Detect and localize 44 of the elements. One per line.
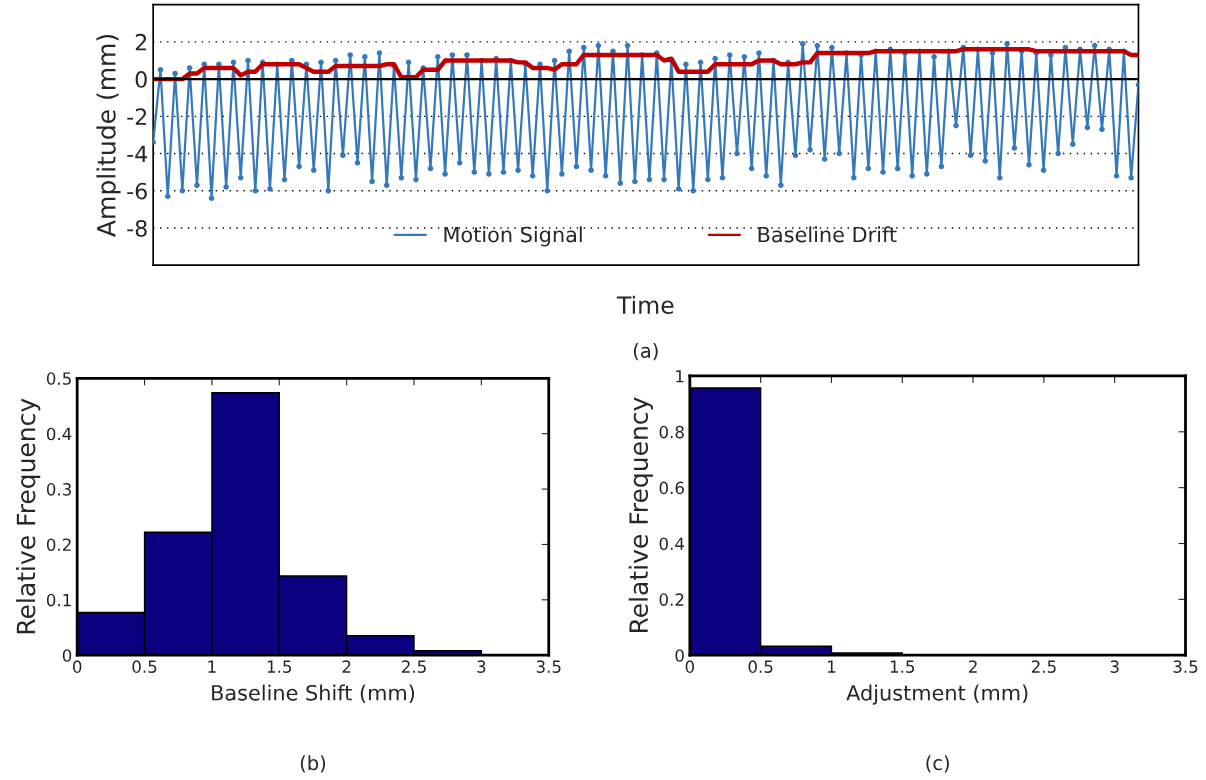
- y-tick-label: -2: [127, 108, 147, 125]
- y-axis-title: Relative Frequency: [628, 397, 653, 633]
- text: (c): [926, 755, 949, 773]
- x-tick-label: 1.5: [890, 660, 915, 673]
- y-tick-label: 0.2: [659, 593, 684, 606]
- y-tick-label: 0.8: [659, 425, 684, 439]
- y-tick-label: 0.1: [46, 593, 71, 607]
- y-tick-label: 0.6: [659, 481, 684, 495]
- x-axis-title: Adjustment (mm): [846, 684, 1028, 705]
- legend-label: Baseline Drift: [758, 226, 897, 243]
- y-tick-label: -8: [127, 219, 147, 237]
- x-tick-label: 3.5: [1173, 660, 1198, 673]
- x-tick-label: 2.5: [401, 660, 426, 673]
- y-tick-label: 1: [676, 370, 684, 383]
- x-tick-label: 3: [1110, 660, 1119, 673]
- y-tick-label: 0: [135, 71, 147, 88]
- x-tick-label: 1.5: [267, 660, 292, 673]
- x-axis-title: Time: [616, 295, 674, 315]
- legend-label: Motion Signal: [444, 226, 582, 247]
- y-tick-label: 0.5: [46, 372, 71, 385]
- x-tick-label: 0.5: [748, 660, 773, 673]
- x-tick-label: 3.5: [536, 660, 561, 673]
- x-tick-label: 2.5: [1031, 660, 1056, 673]
- x-tick-label: 0: [685, 660, 695, 673]
- x-tick-label: 0: [72, 660, 82, 673]
- y-axis-title: Relative Frequency: [16, 398, 41, 634]
- y-tick-label: 2: [135, 33, 147, 51]
- y-tick-label: 0.4: [46, 427, 72, 441]
- x-tick-label: 2: [342, 660, 351, 673]
- y-axis-title: Amplitude (mm): [96, 34, 121, 237]
- y-tick-label: 0: [62, 649, 72, 662]
- y-tick-label: -4: [127, 145, 148, 162]
- y-tick-label: 0: [675, 649, 684, 662]
- x-axis-title: Baseline Shift (mm): [212, 684, 415, 704]
- y-tick-label: 0.2: [46, 538, 71, 552]
- text: (a): [633, 343, 658, 361]
- x-tick-label: 3: [477, 660, 486, 673]
- x-tick-label: 1: [827, 660, 836, 673]
- text: (b): [300, 755, 326, 773]
- y-tick-label: 0.3: [46, 483, 71, 496]
- x-tick-label: 1: [208, 660, 216, 673]
- x-tick-label: 2: [968, 660, 977, 673]
- y-tick-label: 0.4: [659, 537, 685, 551]
- y-tick-label: -6: [127, 182, 147, 200]
